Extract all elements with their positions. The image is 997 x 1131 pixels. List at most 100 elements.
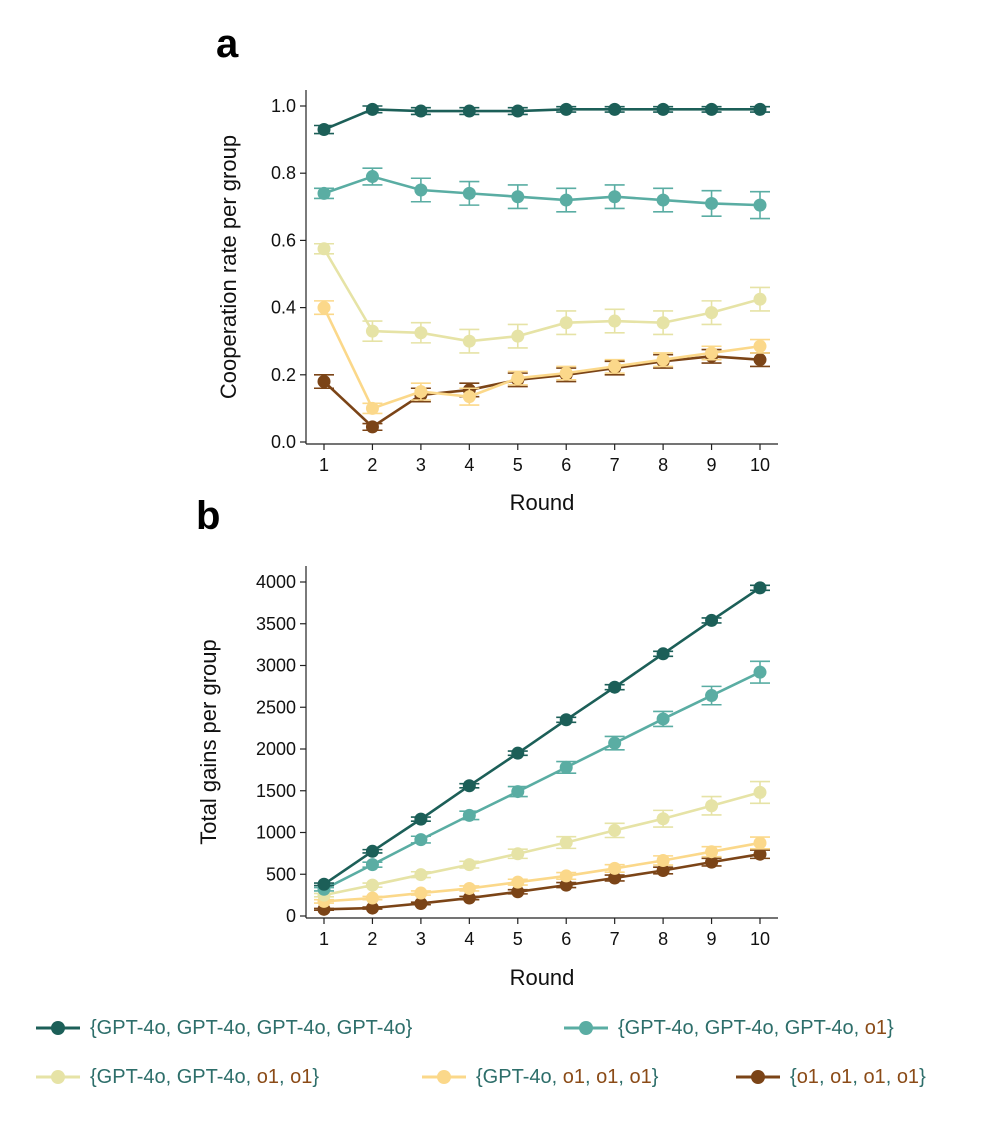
legend-item-gpt4o-x3-o1: {GPT-4o, GPT-4o, GPT-4o, o1} — [564, 1013, 894, 1043]
data-point — [559, 836, 573, 850]
data-point — [656, 812, 670, 826]
data-point — [317, 123, 331, 137]
data-point — [559, 193, 573, 207]
data-point — [414, 385, 428, 399]
data-point — [511, 785, 525, 799]
x-tick-label: 3 — [416, 929, 426, 949]
data-point — [365, 420, 379, 434]
y-tick-label: 0.4 — [271, 298, 296, 318]
data-point — [753, 102, 767, 116]
data-point — [365, 102, 379, 116]
data-point — [511, 104, 525, 118]
series-1 — [314, 167, 770, 220]
data-point — [559, 316, 573, 330]
data-point — [462, 186, 476, 200]
data-point — [511, 371, 525, 385]
x-tick-label: 9 — [707, 929, 717, 949]
data-point — [608, 861, 622, 875]
x-tick-label: 5 — [513, 455, 523, 475]
data-point — [705, 855, 719, 869]
data-point — [511, 746, 525, 760]
y-tick-label: 1.0 — [271, 96, 296, 116]
chart-panel-b: 0 500 1000 1500 2000 2500 3000 3500 4000 1 2 3 4 5 6 7 8… — [196, 566, 778, 990]
y-tick-label: 1500 — [256, 781, 296, 801]
legend-marker-icon — [36, 1021, 80, 1035]
x-tick-label: 6 — [561, 455, 571, 475]
data-point — [414, 868, 428, 882]
series-line — [323, 586, 761, 886]
data-point — [705, 346, 719, 360]
x-tick-label: 7 — [610, 929, 620, 949]
data-point — [414, 104, 428, 118]
data-point — [365, 401, 379, 415]
y-tick-label: 0.8 — [271, 163, 296, 183]
data-point — [705, 845, 719, 859]
data-point — [365, 878, 379, 892]
legend-item-gpt4o-x4: {GPT-4o, GPT-4o, GPT-4o, GPT-4o} — [36, 1013, 412, 1043]
data-point — [608, 871, 622, 885]
data-point — [608, 190, 622, 204]
data-point — [365, 324, 379, 338]
legend-marker-icon — [736, 1070, 780, 1084]
series-line — [323, 355, 761, 429]
x-tick-label: 5 — [513, 929, 523, 949]
data-point — [462, 808, 476, 822]
data-point — [559, 760, 573, 774]
data-point — [462, 104, 476, 118]
legend-label: {o1, o1, o1, o1} — [790, 1065, 926, 1088]
series-line — [323, 108, 760, 131]
x-tick-label: 10 — [750, 929, 770, 949]
y-tick-label: 0.2 — [271, 365, 296, 385]
data-point — [462, 334, 476, 348]
y-tick-label: 0 — [286, 906, 296, 926]
x-tick-label: 9 — [707, 455, 717, 475]
y-tick-label: 2500 — [256, 697, 296, 717]
data-point — [705, 689, 719, 703]
data-point — [753, 198, 767, 212]
data-point — [559, 713, 573, 727]
data-point — [317, 242, 331, 256]
data-point — [559, 878, 573, 892]
data-point — [753, 836, 767, 850]
data-point — [705, 196, 719, 210]
x-tick-label: 8 — [658, 929, 668, 949]
data-point — [656, 193, 670, 207]
data-point — [317, 186, 331, 200]
y-axis-label: Total gains per group — [196, 639, 221, 844]
data-point — [462, 390, 476, 404]
x-tick-label: 1 — [319, 455, 329, 475]
data-point — [753, 847, 767, 861]
data-point — [317, 375, 331, 389]
data-point — [656, 853, 670, 867]
y-tick-label: 500 — [266, 864, 296, 884]
data-point — [559, 869, 573, 883]
data-point — [414, 326, 428, 340]
data-point — [705, 799, 719, 813]
x-tick-label: 7 — [610, 455, 620, 475]
legend-marker-icon — [564, 1021, 608, 1035]
data-point — [608, 314, 622, 328]
y-tick-label: 0.6 — [271, 230, 296, 250]
series-line — [323, 791, 761, 897]
data-point — [511, 329, 525, 343]
series-4 — [314, 847, 770, 916]
data-point — [608, 736, 622, 750]
data-point — [705, 306, 719, 320]
x-tick-label: 6 — [561, 929, 571, 949]
data-point — [462, 891, 476, 905]
data-point — [462, 779, 476, 793]
series-3 — [314, 836, 770, 908]
data-point — [656, 863, 670, 877]
series-3 — [314, 300, 770, 415]
x-axis-label: Round — [510, 965, 575, 990]
x-tick-label: 10 — [750, 455, 770, 475]
x-tick-label: 4 — [464, 455, 474, 475]
data-point — [753, 665, 767, 679]
legend-item-o1-x4: {o1, o1, o1, o1} — [736, 1062, 926, 1092]
data-point — [608, 102, 622, 116]
data-point — [317, 301, 331, 315]
data-point — [656, 102, 670, 116]
legend-item-gpt4o-o1-x3: {GPT-4o, o1, o1, o1} — [422, 1062, 658, 1092]
data-point — [365, 901, 379, 915]
data-point — [414, 183, 428, 197]
